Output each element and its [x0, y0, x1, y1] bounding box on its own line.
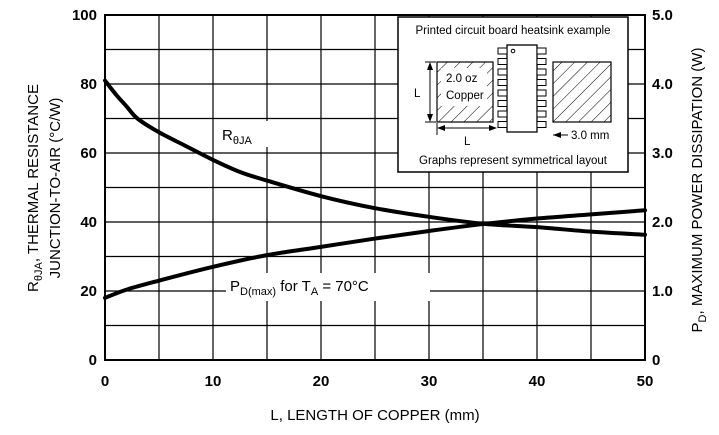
ic-body: [506, 44, 538, 133]
ic-pin-right: [536, 47, 547, 55]
dimension-l-horizontal: L: [436, 123, 497, 148]
y-left-tick-label: 40: [80, 214, 97, 231]
copper-label-bg: [441, 68, 487, 106]
y-left-tick-labels: 0 20 40 60 80 100: [72, 7, 97, 369]
pdmax-label-bg: [226, 273, 430, 301]
series-label-pdmax: PD(max) for TA = 70°C: [230, 278, 369, 298]
ic-pin-right: [536, 89, 547, 97]
svg-text:PD, MAXIMUM POWER DISSIPATION: PD, MAXIMUM POWER DISSIPATION (W): [689, 48, 709, 333]
ic-pin-right: [536, 121, 547, 128]
x-tick-labels: 0 10 20 30 40 50: [101, 373, 654, 390]
ic-pin-right: [536, 68, 547, 76]
svg-text:L: L: [464, 136, 471, 148]
ic-pin-left: [497, 79, 508, 86]
copper-label-line2: Copper: [446, 90, 484, 102]
ic-pin-right: [536, 100, 547, 107]
y-right-axis-title: PD, MAXIMUM POWER DISSIPATION (W): [689, 48, 709, 333]
x-tick-label: 30: [421, 373, 438, 390]
inset-pcb-diagram: Printed circuit board heatsink example 2…: [397, 16, 629, 173]
y-left-tick-label: 80: [80, 76, 97, 93]
x-tick-label: 10: [205, 373, 222, 390]
y-right-tick-label: 4.0: [652, 76, 673, 93]
ic-pin-left: [497, 121, 508, 128]
y-left-title-line2: JUNCTION-TO-AIR (°C/W): [47, 98, 64, 279]
inset-caption: Graphs represent symmetrical layout: [419, 155, 608, 167]
svg-text:RθJA, THERMAL RESISTANCE: RθJA, THERMAL RESISTANCE: [25, 84, 45, 292]
ic-pin-left: [497, 68, 508, 76]
series-line-pdmax: [103, 208, 647, 300]
ic-pin-left: [497, 89, 508, 97]
x-tick-label: 0: [101, 373, 109, 390]
svg-text:L: L: [414, 88, 421, 100]
y-left-tick-label: 20: [80, 283, 97, 300]
x-tick-label: 20: [313, 373, 330, 390]
y-left-title-sub: θJA: [33, 261, 45, 281]
rthetaja-label-bg: [218, 121, 276, 147]
y-right-tick-label: 1.0: [652, 283, 673, 300]
ic-pin-left: [497, 58, 508, 65]
x-tick-label: 40: [529, 373, 546, 390]
ic-pin-right: [536, 79, 547, 86]
ic-package: [497, 44, 547, 133]
y-left-tick-label: 0: [89, 352, 97, 369]
y-left-title-r: R: [25, 281, 42, 292]
y-right-title-sub: D: [697, 314, 709, 322]
ic-pin-left: [497, 47, 508, 55]
right-copper-pad: [552, 61, 612, 123]
y-right-tick-label: 3.0: [652, 145, 673, 162]
y-right-tick-label: 2.0: [652, 214, 673, 231]
y-left-axis-title: RθJA, THERMAL RESISTANCE JUNCTION-TO-AIR…: [25, 84, 64, 292]
ic-pin1-dot: [510, 48, 516, 54]
y-right-tick-labels: 0 1.0 2.0 3.0 4.0 5.0: [652, 7, 673, 369]
ic-pin-right: [536, 110, 547, 118]
y-right-title-rest: , MAXIMUM POWER DISSIPATION (W): [689, 48, 706, 315]
ic-pin-left: [497, 110, 508, 118]
copper-label-line1: 2.0 oz: [446, 73, 478, 85]
y-left-tick-label: 100: [72, 7, 97, 24]
svg-text:3.0 mm: 3.0 mm: [571, 130, 609, 142]
inset-title: Printed circuit board heatsink example: [416, 25, 611, 37]
y-right-tick-label: 5.0: [652, 7, 673, 24]
series-line-rthetaja: [103, 78, 647, 237]
x-axis-title: L, LENGTH OF COPPER (mm): [270, 407, 479, 424]
y-left-tick-label: 60: [80, 145, 97, 162]
y-right-title-p: P: [689, 322, 706, 332]
ic-pin-right: [536, 58, 547, 65]
plot-frame: [104, 14, 646, 361]
x-tick-label: 50: [637, 373, 654, 390]
ic-pin-left: [497, 100, 508, 107]
series-label-rthetaja: RθJA: [222, 127, 252, 147]
y-right-tick-label: 0: [652, 352, 660, 369]
dimension-l-vertical: L: [414, 61, 436, 123]
y-left-title-rest: , THERMAL RESISTANCE: [25, 84, 42, 262]
dimension-pin-width: 3.0 mm: [553, 130, 609, 142]
